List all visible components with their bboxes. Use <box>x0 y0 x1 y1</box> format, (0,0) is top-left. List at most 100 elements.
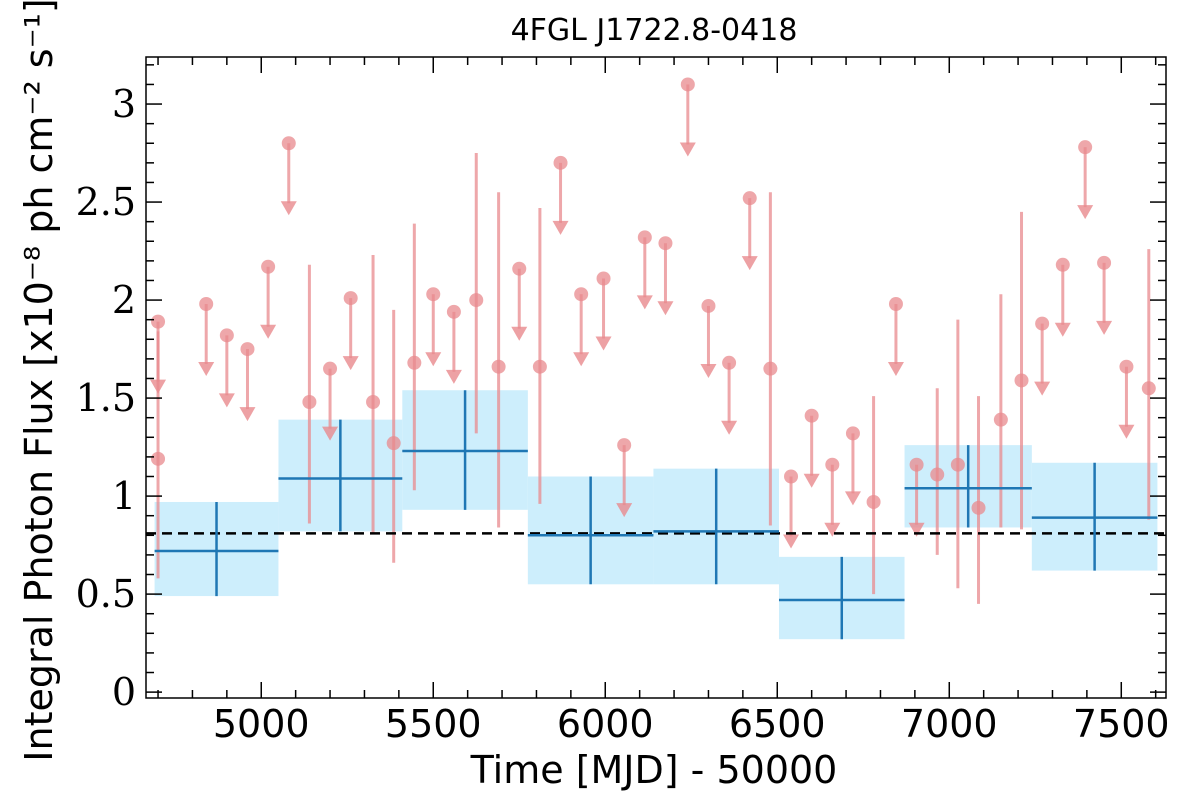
axes: 5000 5500 6000 6500 7000 7500 0 0.5 1 1.5 2 2.5 3 <box>76 56 1170 746</box>
short-bin-point <box>930 467 945 482</box>
upper-limit-arrowhead <box>1096 320 1113 335</box>
upper-limit-point <box>825 457 840 472</box>
upper-limit-point <box>637 230 652 245</box>
upper-limit-point <box>742 191 757 206</box>
upper-limit-arrowhead <box>844 491 861 506</box>
upper-limit-point <box>261 259 276 274</box>
chart-title: 4FGL J1722.8-0418 <box>511 13 798 48</box>
upper-limit-arrowhead <box>824 522 841 537</box>
upper-limit-point <box>845 426 860 441</box>
x-tick-label: 7000 <box>901 702 998 746</box>
short-bin-point <box>407 355 422 370</box>
short-bin-point <box>1141 381 1156 396</box>
short-bin-point <box>532 359 547 374</box>
upper-limit-arrowhead <box>573 352 590 367</box>
short-bin-point <box>366 395 381 410</box>
upper-limit-point <box>617 438 632 453</box>
upper-limit-arrowhead <box>322 426 339 441</box>
upper-limit-arrowhead <box>1054 322 1071 337</box>
x-axis-label: Time [MJD] - 50000 <box>470 748 838 792</box>
x-tick-label: 5500 <box>385 702 482 746</box>
y-axis-label: Integral Photon Flux [x10⁻⁸ ph cm⁻² s⁻¹] <box>17 0 61 762</box>
upper-limit-point <box>199 296 214 311</box>
upper-limit-point <box>888 296 903 311</box>
plot-area <box>146 77 1166 640</box>
y-tick-label: 1.5 <box>76 376 136 420</box>
short-bin-point <box>993 412 1008 427</box>
upper-limit-arrowhead <box>700 363 717 378</box>
upper-limit-arrowhead <box>783 534 800 549</box>
short-bin-point <box>469 293 484 308</box>
upper-limit-arrowhead <box>150 379 167 394</box>
y-tick-label: 0 <box>112 670 136 714</box>
upper-limit-arrowhead <box>198 361 215 376</box>
upper-limit-arrowhead <box>595 336 612 351</box>
upper-limit-point <box>574 287 589 302</box>
upper-limit-arrowhead <box>511 326 528 341</box>
upper-limit-arrowhead <box>260 324 277 339</box>
upper-limit-point <box>804 408 819 423</box>
y-tick-label: 3 <box>112 82 136 126</box>
short-bin-point <box>386 436 401 451</box>
upper-limit-point <box>240 342 255 357</box>
upper-limit-arrowhead <box>616 503 633 518</box>
upper-limit-arrowhead <box>239 407 256 422</box>
y-tick-label: 2 <box>112 278 136 322</box>
upper-limit-point <box>596 271 611 286</box>
upper-limit-point <box>658 236 673 251</box>
upper-limit-point <box>722 355 737 370</box>
short-bin-point <box>971 500 986 515</box>
short-bin-point <box>866 494 881 509</box>
upper-limit-point <box>323 361 338 376</box>
x-tick-label: 6000 <box>557 702 654 746</box>
upper-limit-point <box>909 457 924 472</box>
upper-limit-arrowhead <box>425 352 442 367</box>
upper-limit-arrowhead <box>908 522 925 537</box>
y-tick-label: 1 <box>112 474 136 518</box>
upper-limit-arrowhead <box>679 142 696 157</box>
upper-limit-arrowhead <box>1118 424 1135 439</box>
short-bin-point <box>763 361 778 376</box>
upper-limit-arrowhead <box>741 256 758 271</box>
upper-limit-arrowhead <box>218 393 235 408</box>
plot-frame <box>145 56 1167 699</box>
upper-limit-arrowhead <box>280 201 297 216</box>
short-bin-point <box>950 457 965 472</box>
upper-limit-point <box>151 314 166 329</box>
upper-limit-arrowhead <box>887 361 904 376</box>
upper-limit-arrowhead <box>1077 205 1094 220</box>
upper-limit-point <box>1097 255 1112 270</box>
y-tick-label: 2.5 <box>76 180 136 224</box>
upper-limit-point <box>1055 257 1070 272</box>
upper-limit-point <box>701 298 716 313</box>
upper-limit-arrowhead <box>1034 381 1051 396</box>
upper-limit-point <box>446 304 461 319</box>
upper-limit-point <box>1078 140 1093 155</box>
x-tick-label: 7500 <box>1073 702 1170 746</box>
x-tick-label: 6500 <box>729 702 826 746</box>
upper-limit-arrowhead <box>342 356 359 371</box>
upper-limit-arrowhead <box>445 369 462 384</box>
upper-limit-point <box>784 469 799 484</box>
upper-limit-arrowhead <box>636 295 653 310</box>
upper-limit-point <box>343 291 358 306</box>
upper-limit-point <box>1119 359 1134 374</box>
upper-limit-arrowhead <box>552 220 569 235</box>
upper-limit-arrowhead <box>657 301 674 316</box>
short-bin-point <box>151 451 166 466</box>
y-tick-label: 0.5 <box>76 572 136 616</box>
upper-limit-arrowhead <box>721 420 738 435</box>
upper-limit-point <box>553 155 568 170</box>
short-bin-point <box>302 395 317 410</box>
upper-limit-point <box>281 136 296 151</box>
short-bin-point <box>491 359 506 374</box>
x-tick-label: 5000 <box>213 702 310 746</box>
upper-limit-point <box>680 77 695 92</box>
upper-limit-point <box>426 287 441 302</box>
upper-limit-point <box>219 328 234 343</box>
upper-limit-point <box>512 261 527 276</box>
upper-limit-point <box>1035 316 1050 331</box>
upper-limit-arrowhead <box>803 473 820 488</box>
short-bin-point <box>1014 373 1029 388</box>
